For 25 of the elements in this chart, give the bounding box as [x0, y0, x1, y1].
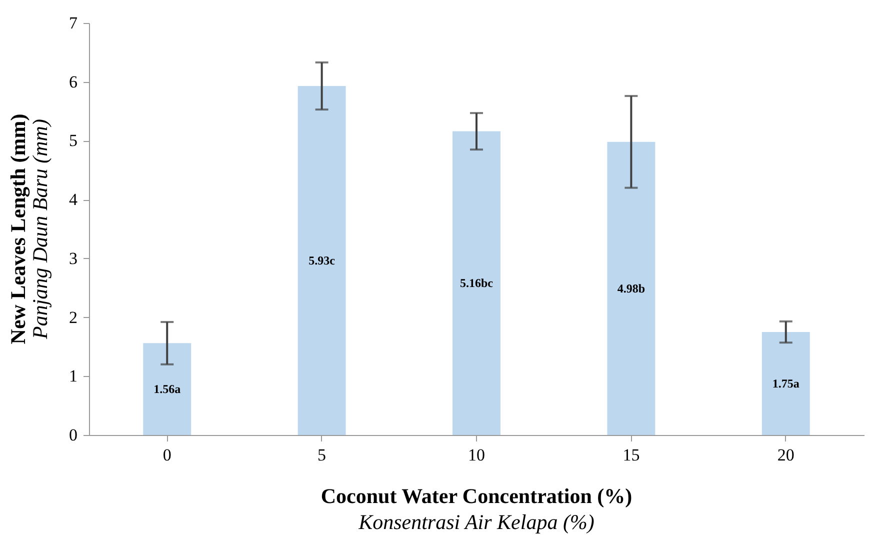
bar — [298, 86, 346, 435]
y-tick-label: 1 — [69, 366, 78, 386]
data-label: 1.75a — [772, 376, 800, 390]
data-label: 4.98b — [617, 281, 646, 296]
x-axis-title: Coconut Water Concentration (%) Konsentrasi Air Kelapa (%) — [320, 484, 632, 534]
y-axis-title: New Leaves Length (mm) Panjang Daun Baru (mm) — [6, 114, 52, 344]
data-label: 5.93c — [308, 253, 336, 268]
bar — [762, 332, 810, 435]
y-tick-label: 7 — [69, 14, 78, 32]
x-tick-label: 0 — [162, 446, 172, 464]
x-tick-label: 15 — [622, 446, 640, 464]
y-tick-label: 4 — [69, 190, 78, 210]
bar — [452, 131, 500, 435]
x-tick-label: 10 — [468, 446, 485, 464]
x-tick-label: 20 — [777, 446, 794, 464]
x-tick-label: 5 — [318, 446, 326, 464]
data-label: 5.16bc — [460, 276, 494, 290]
data-label: 1.56a — [154, 382, 181, 396]
y-tick-label: 2 — [69, 308, 78, 327]
bar — [143, 343, 192, 435]
y-tick-label: 5 — [69, 131, 78, 150]
y-tick-label: 6 — [69, 72, 78, 92]
y-tick-label: 3 — [69, 248, 78, 268]
bar — [607, 142, 656, 435]
y-tick-label: 0 — [69, 426, 78, 444]
